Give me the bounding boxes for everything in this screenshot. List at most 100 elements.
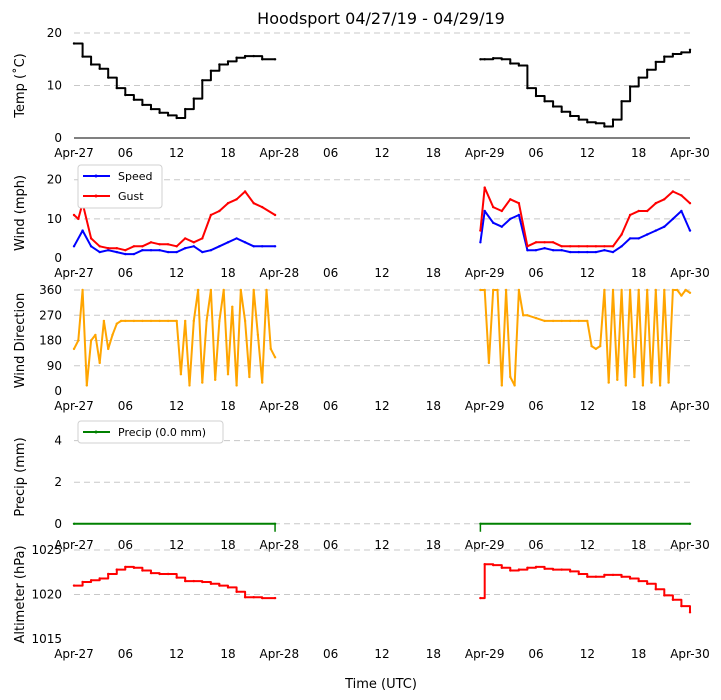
data-point xyxy=(620,288,623,292)
data-point xyxy=(149,107,153,111)
data-point xyxy=(526,314,529,317)
data-point xyxy=(166,572,170,576)
data-point xyxy=(98,577,101,580)
x-tick-label: 18 xyxy=(426,266,441,280)
y-axis-label: Wind (mph) xyxy=(13,175,28,251)
data-point xyxy=(551,568,555,571)
data-point xyxy=(479,288,482,292)
legend-marker xyxy=(94,194,98,198)
data-point xyxy=(611,250,615,254)
data-point xyxy=(209,582,213,585)
data-point xyxy=(526,86,529,90)
data-point xyxy=(115,86,119,90)
data-point xyxy=(158,249,161,252)
data-point xyxy=(509,217,512,221)
data-point xyxy=(273,58,277,61)
data-point xyxy=(496,288,499,292)
data-point xyxy=(201,250,204,254)
x-tick-label: 18 xyxy=(426,538,441,552)
data-point xyxy=(192,241,195,244)
data-point xyxy=(218,209,221,213)
data-point xyxy=(141,249,144,252)
data-point xyxy=(72,245,76,248)
data-point xyxy=(671,52,675,56)
data-point xyxy=(261,596,264,600)
data-point xyxy=(637,76,640,79)
data-point xyxy=(620,100,623,103)
data-point xyxy=(94,333,97,337)
data-point xyxy=(184,247,187,250)
data-point xyxy=(594,122,598,125)
data-point xyxy=(492,288,495,292)
data-point xyxy=(235,590,238,593)
data-point xyxy=(243,319,247,323)
data-point xyxy=(252,202,255,205)
data-point xyxy=(175,319,178,323)
data-point xyxy=(543,567,546,570)
data-point xyxy=(81,229,84,232)
data-point xyxy=(671,190,675,193)
data-point xyxy=(235,237,238,240)
x-tick-label: 12 xyxy=(374,647,389,661)
data-point xyxy=(72,584,76,587)
data-point xyxy=(594,575,598,578)
x-tick-label: 18 xyxy=(631,266,646,280)
data-point xyxy=(603,249,606,252)
data-point xyxy=(517,202,521,205)
data-point xyxy=(671,598,675,601)
data-point xyxy=(209,69,213,73)
data-point xyxy=(77,339,80,342)
data-point xyxy=(261,58,264,61)
data-point xyxy=(620,245,623,248)
data-point xyxy=(543,319,546,323)
x-tick-label: 18 xyxy=(426,399,441,413)
data-point xyxy=(680,209,683,213)
data-point xyxy=(72,213,76,217)
data-point xyxy=(218,245,221,248)
data-point xyxy=(124,93,127,97)
data-point xyxy=(158,572,161,576)
data-point xyxy=(184,579,187,583)
data-point xyxy=(526,249,529,252)
data-point xyxy=(81,580,84,584)
x-tick-label: 06 xyxy=(323,647,338,661)
y-tick-label: 360 xyxy=(39,283,62,297)
data-point xyxy=(124,565,127,569)
panel-wdir: 0 90 180 270 360 Apr-27 06 12 18 Apr-28 06 12 18 Apr-… xyxy=(13,283,710,413)
data-point xyxy=(611,288,615,292)
x-tick-label: 18 xyxy=(220,266,235,280)
data-point xyxy=(688,611,692,614)
data-point xyxy=(226,586,230,589)
x-tick-label: Apr-27 xyxy=(54,266,94,280)
data-point xyxy=(252,245,255,248)
data-point xyxy=(483,58,486,61)
x-tick-label: 06 xyxy=(528,538,543,552)
y-axis-label: Precip (mm) xyxy=(13,437,28,516)
data-point xyxy=(676,288,679,292)
data-point xyxy=(479,596,482,600)
data-point xyxy=(492,57,495,60)
x-tick-label: 06 xyxy=(528,146,543,160)
data-point xyxy=(551,249,555,252)
x-tick-label: 12 xyxy=(169,399,184,413)
data-point xyxy=(184,319,187,323)
data-point xyxy=(551,241,555,244)
data-point xyxy=(487,361,491,365)
data-point xyxy=(226,373,230,376)
data-point xyxy=(637,209,640,213)
x-tick-label: 12 xyxy=(169,266,184,280)
panel-precip: 0 2 4 Apr-27 06 12 18 Apr-28 06 12 18 Apr-29 06 12 18 A… xyxy=(13,420,710,552)
legend-precip: Precip (0.0 mm) xyxy=(77,420,224,444)
x-tick-label: 18 xyxy=(426,647,441,661)
data-point xyxy=(98,245,101,248)
data-point xyxy=(273,245,277,248)
data-point xyxy=(654,202,657,205)
data-point xyxy=(620,575,623,578)
data-point xyxy=(509,198,512,201)
series-line-altimeter-apr-29- xyxy=(480,563,691,613)
data-point xyxy=(637,237,640,240)
data-point xyxy=(483,186,486,189)
x-tick-label: Apr-30 xyxy=(670,399,710,413)
x-tick-label: 18 xyxy=(631,647,646,661)
data-point xyxy=(479,241,482,244)
